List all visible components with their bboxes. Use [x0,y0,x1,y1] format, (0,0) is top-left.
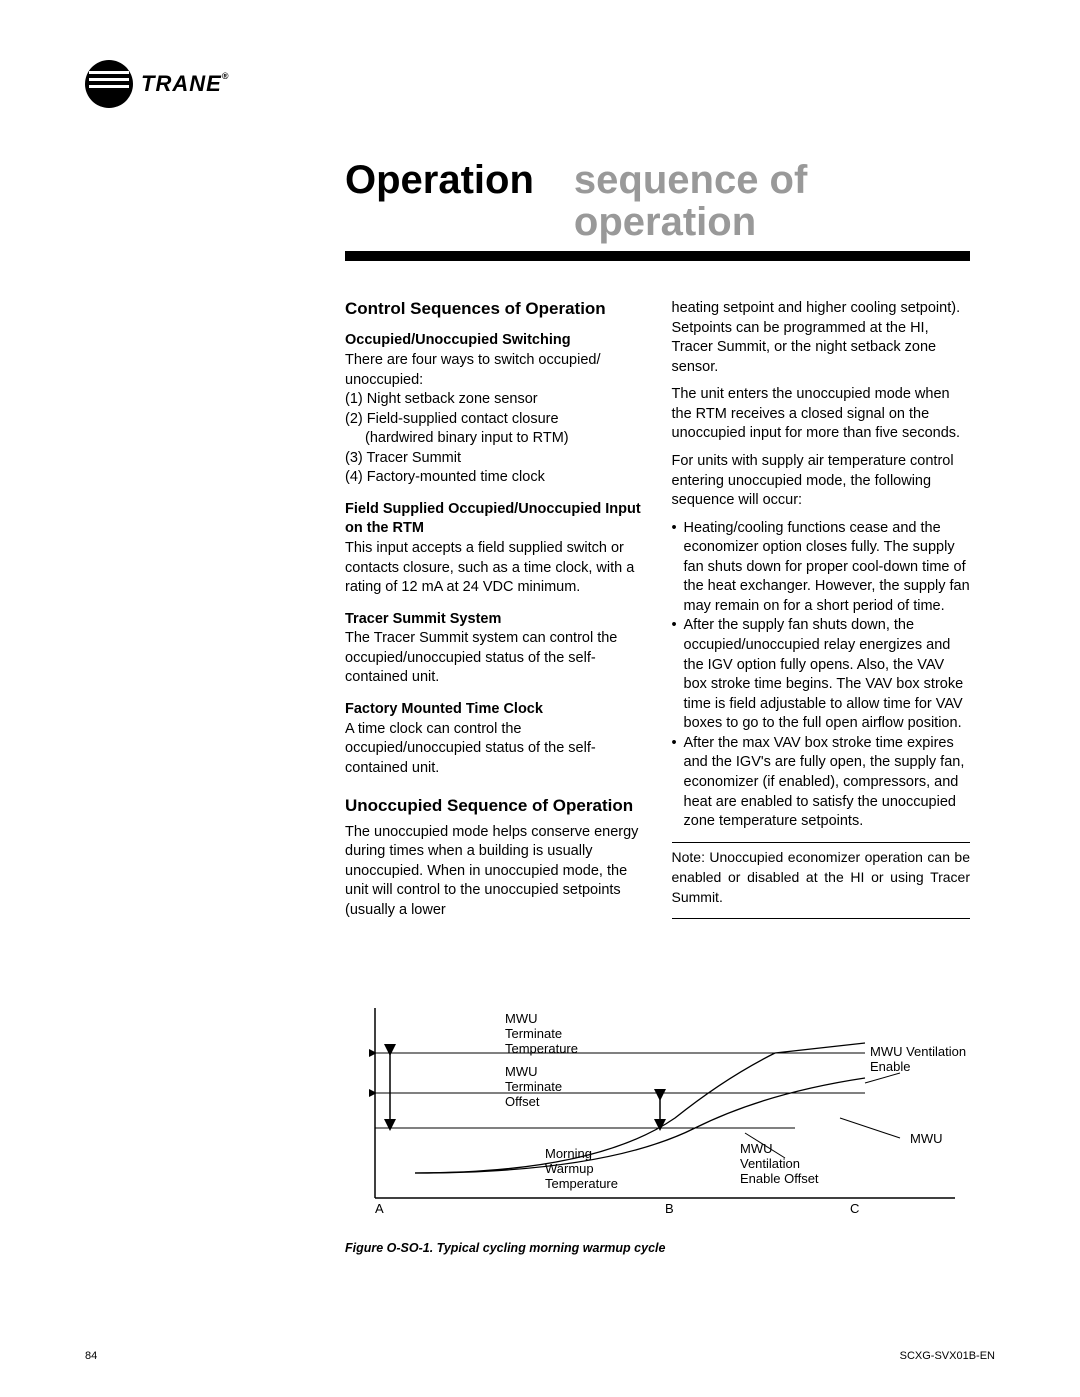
right-column: heating setpoint and higher cooling setp… [672,299,971,928]
bullet-2-text: After the supply fan shuts down, the occ… [684,616,971,733]
note-text: Note: Unoccupied economizer operation ca… [672,847,971,908]
unoccupied-body: The unoccupied mode helps conserve energ… [345,823,644,921]
svg-text:Terminate: Terminate [505,1026,562,1041]
brand-text: TRANE [141,71,222,96]
label-mwu-ventilation-enable: MWU Ventilation [870,1044,966,1059]
subhead-occupied-switching: Occupied/Unoccupied Switching [345,331,644,351]
right-p1: heating setpoint and higher cooling setp… [672,299,971,377]
brand-logo: TRANE® [85,60,995,108]
label-point-c: C [850,1201,859,1216]
svg-text:Temperature: Temperature [545,1176,618,1191]
right-p3: For units with supply air temperature co… [672,452,971,511]
switch-item-4: (4) Factory-mounted time clock [345,468,644,488]
label-point-b: B [665,1201,674,1216]
svg-text:Terminate: Terminate [505,1079,562,1094]
bullet-2: • After the supply fan shuts down, the o… [672,616,971,733]
label-point-a: A [375,1201,384,1216]
bullet-1-text: Heating/cooling functions cease and the … [684,519,971,617]
bullet-dot-icon: • [672,616,684,733]
factory-clock-body: A time clock can control the occupied/un… [345,720,644,779]
label-mwu: MWU [910,1131,943,1146]
label-mwu-vent-enable-offset: MWU [740,1141,773,1156]
subhead-factory-clock: Factory Mounted Time Clock [345,700,644,720]
page-number: 84 [85,1350,97,1362]
tracer-summit-body: The Tracer Summit system can control the… [345,629,644,688]
left-column: Control Sequences of Operation Occupied/… [345,299,644,928]
figure-o-so-1: MWU Terminate Temperature MWU Terminate … [345,998,970,1255]
label-mwu-terminate-offset: MWU [505,1064,538,1079]
title-divider [345,251,970,261]
bullet-3: • After the max VAV box stroke time expi… [672,734,971,832]
heading-unoccupied-sequence: Unoccupied Sequence of Operation [345,796,644,816]
title-main: Operation [345,158,534,203]
switch-item-1: (1) Night setback zone sensor [345,390,644,410]
body-content: Control Sequences of Operation Occupied/… [345,299,970,928]
document-id: SCXG-SVX01B-EN [900,1350,995,1362]
switch-item-3: (3) Tracer Summit [345,449,644,469]
label-morning-warmup-temp: Morning [545,1146,592,1161]
globe-icon [85,60,133,108]
title-sub-line2: operation [574,201,807,243]
right-p2: The unit enters the unoccupied mode when… [672,385,971,444]
field-supplied-body: This input accepts a field supplied swit… [345,539,644,598]
bullet-1: • Heating/cooling functions cease and th… [672,519,971,617]
title-sub: sequence of operation [574,159,807,243]
bullet-dot-icon: • [672,734,684,832]
brand-name: TRANE® [141,71,229,97]
switch-item-2b: (hardwired binary input to RTM) [345,429,644,449]
note-divider-bottom [672,918,971,919]
svg-text:Enable Offset: Enable Offset [740,1171,819,1186]
note-divider-top [672,842,971,843]
bullet-dot-icon: • [672,519,684,617]
occ-switch-intro: There are four ways to switch occupied/ … [345,351,644,390]
heading-control-sequences: Control Sequences of Operation [345,299,644,319]
svg-text:Enable: Enable [870,1059,910,1074]
svg-text:Temperature: Temperature [505,1041,578,1056]
switch-item-2: (2) Field-supplied contact closure [345,410,644,430]
svg-text:Offset: Offset [505,1094,540,1109]
page-title-block: Operation sequence of operation [345,158,995,243]
registered-mark: ® [222,71,230,81]
bullet-3-text: After the max VAV box stroke time expire… [684,734,971,832]
title-sub-line1: sequence of [574,159,807,201]
label-mwu-terminate-temp: MWU [505,1011,538,1026]
svg-text:Warmup: Warmup [545,1161,594,1176]
subhead-field-supplied: Field Supplied Occupied/Unoccupied Input… [345,500,644,539]
morning-warmup-chart: MWU Terminate Temperature MWU Terminate … [345,998,970,1228]
subhead-tracer-summit: Tracer Summit System [345,610,644,630]
figure-caption: Figure O-SO-1. Typical cycling morning w… [345,1241,970,1255]
svg-text:Ventilation: Ventilation [740,1156,800,1171]
